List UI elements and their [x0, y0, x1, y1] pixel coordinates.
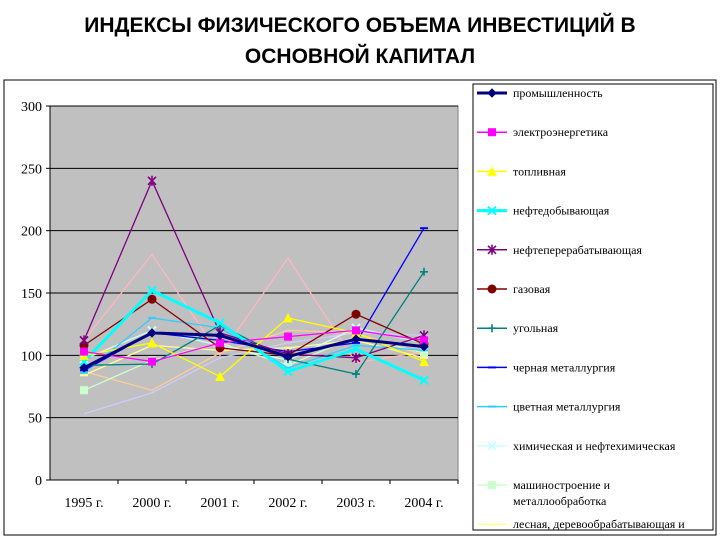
- data-point: [352, 370, 360, 379]
- x-tick-label: 2004 г.: [404, 496, 443, 511]
- legend-item: угольная: [477, 321, 559, 335]
- legend-label: топливная: [513, 164, 566, 178]
- data-point: [420, 267, 428, 276]
- data-point: [216, 338, 224, 347]
- data-point: [351, 344, 361, 354]
- data-point: [351, 309, 361, 319]
- series-line: [83, 329, 425, 363]
- y-tick-label: 100: [21, 349, 42, 364]
- data-point: [351, 352, 361, 363]
- series-line: [83, 271, 425, 375]
- x-tick-label: 1995 г.: [64, 496, 103, 511]
- series-line: [83, 332, 425, 415]
- legend-label: металлообработка: [513, 494, 607, 508]
- series-14: [83, 253, 425, 364]
- data-point: [419, 341, 429, 352]
- legend-label: цветная металлургия: [513, 400, 621, 414]
- series-15: [83, 332, 425, 415]
- data-point: [419, 375, 429, 385]
- data-point: [147, 328, 157, 338]
- series-1: [79, 328, 429, 373]
- legend-marker: [487, 88, 497, 98]
- legend-label: черная металлургия: [513, 360, 616, 374]
- legend-marker: [487, 166, 497, 176]
- legend-item: химическая и нефтехимическая: [477, 439, 676, 453]
- data-point: [215, 371, 225, 382]
- legend-item: лесная, деревообрабатывающая и: [477, 517, 685, 531]
- legend-label: угольная: [513, 321, 559, 335]
- y-tick-label: 200: [21, 225, 42, 240]
- data-point: [215, 330, 225, 341]
- data-point: [147, 337, 157, 348]
- series-line: [83, 253, 425, 364]
- legend-marker: [487, 244, 497, 255]
- series-2: [80, 326, 428, 366]
- legend-marker: [488, 128, 496, 137]
- x-tick-label: 2002 г.: [268, 496, 307, 511]
- data-point: [215, 318, 225, 328]
- legend-marker: [487, 441, 497, 451]
- series-line: [83, 298, 425, 357]
- data-point: [80, 347, 88, 356]
- legend-item: промышленность: [477, 86, 603, 100]
- legend-item: машиностроение и металлообработка: [477, 478, 611, 508]
- y-tick-label: 50: [28, 412, 42, 427]
- data-point: [283, 351, 293, 362]
- legend-item: газовая: [477, 282, 551, 296]
- legend-item: нефтеперерабатывающая: [477, 243, 642, 257]
- data-point: [79, 363, 89, 373]
- y-tick-label: 0: [35, 474, 42, 489]
- data-point: [352, 326, 360, 335]
- data-point: [283, 312, 293, 323]
- legend-item: нефтедобывающая: [477, 204, 610, 218]
- legend-label: промышленность: [513, 86, 603, 100]
- data-point: [419, 356, 429, 367]
- data-point: [284, 332, 292, 341]
- legend-marker: [487, 205, 497, 216]
- legend-label: машиностроение и: [513, 478, 611, 492]
- slide-title: ИНДЕКСЫ ФИЗИЧЕСКОГО ОБЪЕМА ИНВЕСТИЦИЙ В …: [0, 10, 720, 72]
- slide-title-line-1: ИНДЕКСЫ ФИЗИЧЕСКОГО ОБЪЕМА ИНВЕСТИЦИЙ В: [84, 14, 636, 37]
- data-point: [147, 175, 157, 186]
- y-tick-label: 150: [21, 287, 42, 302]
- legend-label: лесная, деревообрабатывающая и: [513, 517, 685, 531]
- data-point: [80, 386, 88, 395]
- y-tick-label: 250: [21, 162, 42, 177]
- x-tick-label: 2001 г.: [200, 496, 239, 511]
- data-point: [351, 334, 361, 344]
- legend-marker: [488, 481, 496, 489]
- data-point: [283, 366, 293, 377]
- legend-item: топливная: [477, 164, 566, 178]
- data-point: [147, 285, 157, 296]
- legend-label: электроэнергетика: [513, 125, 609, 139]
- legend-label: нефтедобывающая: [513, 204, 610, 218]
- legend-marker: [488, 324, 496, 333]
- legend-item: черная металлургия: [477, 360, 616, 374]
- legend-label: химическая и нефтехимическая: [513, 439, 676, 453]
- data-point: [148, 357, 156, 366]
- y-tick-label: 300: [21, 100, 42, 115]
- legend-marker: [487, 284, 497, 294]
- series-line: [83, 331, 425, 370]
- legend-label: газовая: [513, 282, 551, 296]
- series-line: [83, 327, 425, 362]
- data-point: [147, 294, 157, 304]
- legend-item: цветная металлургия: [477, 400, 621, 414]
- legend-label: нефтеперерабатывающая: [513, 243, 642, 257]
- slide-title-line-2: ОСНОВНОЙ КАПИТАЛ: [244, 45, 476, 68]
- x-tick-label: 2003 г.: [336, 496, 375, 511]
- data-point: [79, 335, 89, 346]
- x-tick-label: 2000 г.: [132, 496, 171, 511]
- legend: [472, 83, 714, 531]
- legend-item: электроэнергетика: [477, 125, 609, 139]
- series-line: [83, 339, 425, 376]
